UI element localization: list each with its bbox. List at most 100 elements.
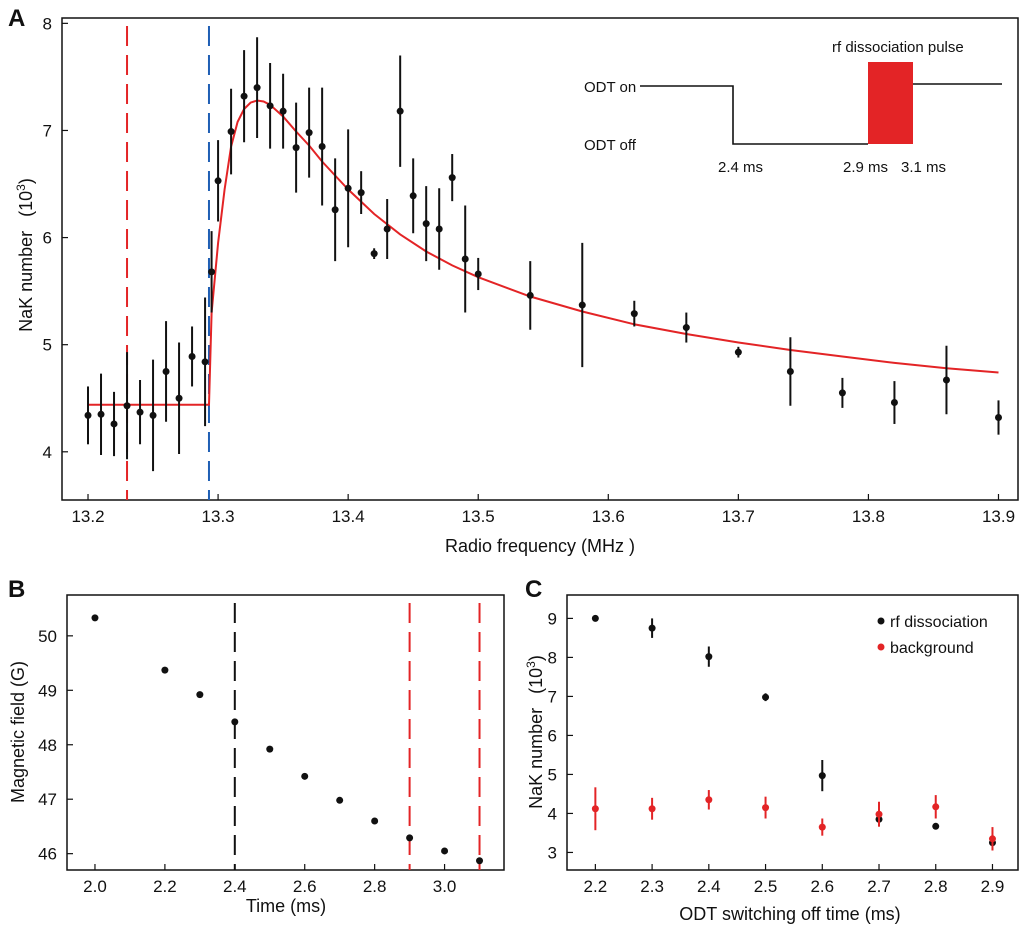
data-point — [279, 107, 287, 115]
data-point — [890, 399, 898, 407]
data-point — [422, 220, 430, 228]
x-tick-label: 13.6 — [592, 507, 625, 526]
rf-pulse-block — [868, 62, 913, 144]
panel-b-label: B — [8, 576, 25, 603]
panel-b-marker-lines — [233, 603, 481, 870]
x-tick-label: 2.9 — [981, 877, 1005, 896]
x-tick-label: 2.6 — [810, 877, 834, 896]
panel-a-fit — [88, 99, 999, 406]
data-point — [240, 92, 248, 100]
data-point — [932, 822, 940, 830]
data-point — [201, 358, 209, 366]
panel-a-y-label-main: NaK number — [16, 231, 36, 332]
data-point — [474, 270, 482, 278]
data-point — [705, 796, 713, 804]
data-point — [231, 718, 239, 726]
data-point — [149, 411, 157, 419]
data-point — [344, 184, 352, 192]
panel-c-y-label-close: ) — [526, 655, 546, 661]
data-point — [123, 402, 131, 410]
data-point — [591, 614, 599, 622]
y-tick-label: 4 — [548, 804, 557, 823]
data-point — [97, 410, 105, 418]
data-point — [84, 411, 92, 419]
panel-c-x-label: ODT switching off time (ms) — [679, 904, 900, 924]
y-tick-label: 8 — [548, 648, 557, 667]
data-point — [357, 189, 365, 197]
y-tick-label: 9 — [548, 609, 557, 628]
y-tick-label: 48 — [38, 736, 57, 755]
panel-b-points — [91, 614, 484, 865]
legend-label-rf: rf dissociation — [890, 614, 988, 631]
panel-c: C 2.2 2.3 2.4 2.5 2.6 2.7 2.8 2.9 3 4 5 6 7 8 9 rf di… — [524, 576, 1019, 924]
panel-c-label: C — [525, 576, 542, 603]
data-point — [301, 772, 309, 780]
data-point — [406, 834, 414, 842]
panel-a-y-label-close: ) — [16, 178, 36, 184]
data-point — [578, 301, 586, 309]
data-point — [441, 847, 449, 855]
data-point — [266, 102, 274, 110]
data-point — [630, 310, 638, 318]
data-point — [253, 84, 261, 92]
x-tick-label: 2.4 — [223, 877, 247, 896]
data-point — [318, 143, 326, 151]
odt-timing-trace — [640, 85, 868, 145]
data-point — [208, 268, 216, 276]
time-2-4-label: 2.4 ms — [718, 159, 763, 176]
panel-a-x-ticks: 13.2 13.3 13.4 13.5 13.6 13.7 13.8 13.9 — [71, 494, 1015, 526]
data-point — [371, 817, 379, 825]
panel-c-y-ticks: 3 4 5 6 7 8 9 — [548, 609, 573, 862]
panel-a-y-label-unit: (10 — [16, 191, 36, 217]
panel-a-inset: ODT on ODT off rf dissociation pulse 2.4… — [584, 39, 1002, 176]
x-tick-label: 13.8 — [852, 507, 885, 526]
data-point — [461, 255, 469, 263]
y-tick-label: 7 — [43, 121, 52, 140]
x-tick-label: 13.2 — [71, 507, 104, 526]
data-point — [396, 107, 404, 115]
x-tick-label: 3.0 — [433, 877, 457, 896]
data-point — [383, 225, 391, 233]
y-tick-label: 8 — [43, 14, 52, 33]
x-tick-label: 2.4 — [697, 877, 721, 896]
panel-a-label: A — [8, 5, 25, 32]
data-point — [762, 693, 770, 701]
panel-b-x-ticks: 2.0 2.2 2.4 2.6 2.8 3.0 — [83, 864, 456, 896]
data-point — [648, 624, 656, 632]
panel-a-points — [84, 37, 1002, 472]
panel-c-y-label-main: NaK number — [526, 708, 546, 809]
data-point — [292, 144, 300, 152]
panel-b-x-label: Time (ms) — [246, 896, 326, 916]
data-point — [448, 174, 456, 182]
data-point — [161, 666, 169, 674]
data-point — [305, 129, 313, 137]
x-tick-label: 13.5 — [462, 507, 495, 526]
data-point — [875, 810, 883, 818]
x-tick-label: 2.8 — [363, 877, 387, 896]
y-tick-label: 6 — [548, 726, 557, 745]
time-3-1-label: 3.1 ms — [901, 159, 946, 176]
data-point — [705, 653, 713, 661]
x-tick-label: 2.7 — [867, 877, 891, 896]
panel-a-y-label: NaK number (103) — [14, 178, 36, 332]
panel-c-frame — [566, 594, 1019, 871]
data-point — [786, 367, 794, 375]
data-point — [227, 128, 235, 136]
x-tick-label: 2.5 — [754, 877, 778, 896]
panel-c-points — [591, 614, 996, 851]
data-point — [370, 250, 378, 258]
x-tick-label: 13.9 — [982, 507, 1015, 526]
y-tick-label: 5 — [548, 765, 557, 784]
y-tick-label: 5 — [43, 336, 52, 355]
x-tick-label: 13.7 — [722, 507, 755, 526]
data-point — [175, 394, 183, 402]
data-point — [331, 206, 339, 214]
y-tick-label: 50 — [38, 627, 57, 646]
x-tick-label: 2.2 — [153, 877, 177, 896]
data-point — [648, 805, 656, 813]
x-tick-label: 2.6 — [293, 877, 317, 896]
panel-a-y-label-exp: 3 — [14, 184, 28, 191]
data-point — [818, 823, 826, 831]
panel-b-y-ticks: 46 47 48 49 50 — [38, 627, 73, 864]
